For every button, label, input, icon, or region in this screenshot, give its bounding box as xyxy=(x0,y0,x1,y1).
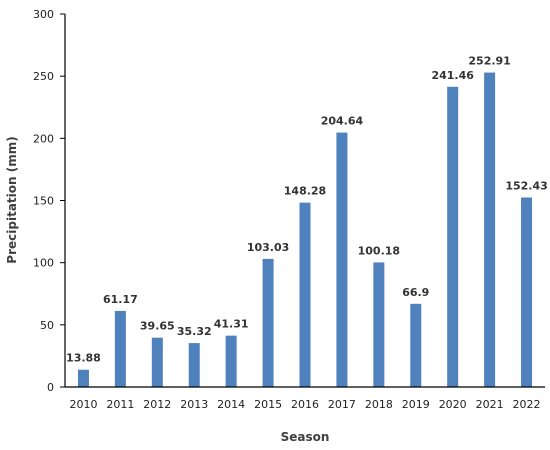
y-tick-label-200: 200 xyxy=(33,132,54,145)
y-ticks-layer: 0 50 100 150 200 250 300 xyxy=(33,8,65,394)
data-label-2020: 241.46 xyxy=(431,69,474,82)
bar-2022 xyxy=(521,197,533,387)
data-label-2022: 152.43 xyxy=(505,179,547,192)
bar-2021 xyxy=(484,72,496,388)
x-ticks-layer: 2010 2011 2012 2013 2014 2015 2016 2017 2018 2019… xyxy=(69,398,540,411)
data-label-2018: 100.18 xyxy=(358,244,400,257)
data-label-2019: 66.9 xyxy=(402,286,429,299)
bar-2016 xyxy=(299,202,311,387)
x-tick-label-2011: 2011 xyxy=(106,398,134,411)
x-tick-label-2020: 2020 xyxy=(439,398,467,411)
y-tick-label-100: 100 xyxy=(33,257,54,270)
data-label-2010: 13.88 xyxy=(66,352,101,365)
x-tick-label-2018: 2018 xyxy=(365,398,393,411)
bar-2013 xyxy=(188,343,200,387)
y-tick-label-50: 50 xyxy=(40,319,54,332)
bar-2019 xyxy=(410,303,422,387)
bars-layer xyxy=(77,72,533,388)
y-axis-title: Precipitation (mm) xyxy=(5,136,19,263)
y-tick-label-0: 0 xyxy=(47,381,54,394)
x-tick-label-2012: 2012 xyxy=(143,398,171,411)
x-tick-label-2013: 2013 xyxy=(180,398,208,411)
data-label-2012: 39.65 xyxy=(140,320,175,333)
x-tick-label-2022: 2022 xyxy=(513,398,541,411)
x-tick-label-2015: 2015 xyxy=(254,398,282,411)
data-label-2011: 61.17 xyxy=(103,293,138,306)
bar-2015 xyxy=(262,258,274,387)
x-tick-label-2010: 2010 xyxy=(69,398,97,411)
bar-2018 xyxy=(373,262,385,387)
data-label-2017: 204.64 xyxy=(321,115,364,128)
data-label-2014: 41.31 xyxy=(214,318,249,331)
x-tick-label-2014: 2014 xyxy=(217,398,245,411)
y-tick-label-250: 250 xyxy=(33,70,54,83)
x-tick-label-2016: 2016 xyxy=(291,398,319,411)
x-tick-label-2019: 2019 xyxy=(402,398,430,411)
x-tick-label-2017: 2017 xyxy=(328,398,356,411)
y-tick-label-150: 150 xyxy=(33,195,54,208)
x-axis-title: Season xyxy=(281,430,330,444)
bar-2014 xyxy=(225,335,237,387)
data-label-2021: 252.91 xyxy=(468,55,510,68)
data-label-2015: 103.03 xyxy=(247,241,289,254)
bar-2010 xyxy=(77,369,89,387)
y-tick-label-300: 300 xyxy=(33,8,54,21)
bar-2011 xyxy=(114,310,126,387)
bar-2012 xyxy=(151,337,163,387)
bar-2017 xyxy=(336,132,348,387)
bar-2020 xyxy=(447,86,459,387)
data-label-2013: 35.32 xyxy=(177,325,212,338)
x-tick-label-2021: 2021 xyxy=(476,398,504,411)
data-label-2016: 148.28 xyxy=(284,185,326,198)
